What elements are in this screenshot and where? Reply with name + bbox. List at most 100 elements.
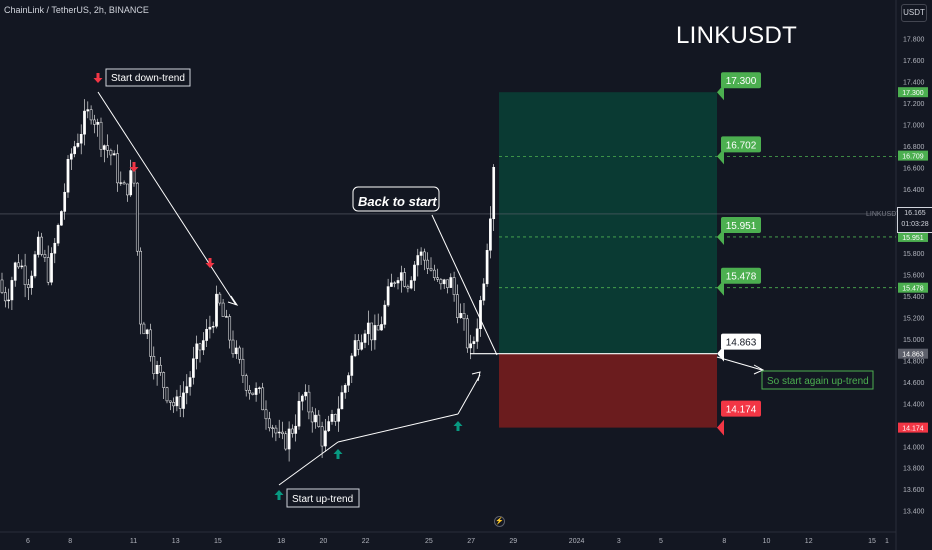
y-tick-label: 17.200 [903, 101, 925, 108]
y-tick-label: 15.600 [903, 273, 925, 280]
candle-up [373, 325, 377, 341]
candle-up [399, 272, 403, 281]
y-tick-label: 13.600 [903, 487, 925, 494]
candle-up [102, 145, 106, 150]
candle-down [93, 119, 96, 125]
candle-up [73, 146, 76, 155]
candle-down [122, 182, 126, 185]
candle-up [69, 153, 73, 160]
y-tick-label: 15.800 [903, 251, 925, 258]
candle-down [218, 293, 222, 304]
candle-down [17, 262, 20, 268]
candle-up [53, 242, 57, 254]
candle-up [300, 395, 304, 402]
start-again-line [716, 356, 763, 371]
x-tick-label: 11 [130, 538, 137, 545]
candle-down [221, 302, 225, 317]
candle-up [201, 340, 205, 351]
candle-down [162, 372, 166, 388]
candle-down [291, 428, 294, 434]
x-tick-label: 22 [362, 538, 370, 545]
current-price: 16.165 [904, 210, 926, 217]
currency-button[interactable]: USDT [901, 4, 927, 22]
candle-up [60, 211, 63, 226]
entry-tag-pointer [717, 345, 724, 362]
candle-up [347, 375, 350, 386]
candle-down [231, 339, 235, 355]
candle-up [208, 326, 212, 330]
chart-title: LINKUSDT [676, 22, 798, 49]
candle-down [452, 277, 456, 295]
up-arrow-icon [274, 490, 284, 495]
x-tick-label: 27 [467, 538, 475, 545]
candle-down [465, 318, 469, 349]
y-tick-label: 16.800 [903, 144, 925, 151]
candle-down [403, 272, 406, 287]
up-arrow-icon [453, 421, 463, 426]
candle-down [135, 182, 139, 252]
candle-down [0, 279, 4, 293]
candle-down [46, 257, 50, 283]
candle-down [439, 279, 443, 285]
candle-down [456, 294, 459, 318]
axis-price-label: 17.300 [902, 90, 924, 97]
candle-up [340, 392, 344, 410]
down-arrow-icon [129, 167, 139, 172]
candle-down [281, 431, 284, 435]
candle-up [475, 328, 479, 342]
candle-down [446, 279, 449, 288]
up-arrow-icon [456, 426, 460, 431]
candle-up [277, 431, 281, 434]
loss-zone [499, 353, 717, 428]
candle-up [13, 262, 17, 281]
candle-down [109, 150, 113, 156]
candle-up [416, 255, 420, 266]
candle-up [390, 282, 393, 287]
candle-up [419, 251, 423, 256]
stop-tag: 14.174 [726, 405, 757, 416]
profit-zone [499, 92, 717, 354]
candle-down [149, 329, 152, 357]
target-3-tag-pointer [717, 228, 724, 245]
candle-down [248, 389, 251, 394]
start-up-trend-label: Start up-trend [292, 494, 353, 505]
y-tick-label: 14.600 [903, 380, 925, 387]
down-arrow-icon [96, 73, 100, 78]
candle-down [116, 153, 119, 184]
candle-up [360, 342, 364, 350]
start-again-label: So start again up-trend [767, 376, 869, 387]
candle-down [241, 358, 245, 376]
candle-up [83, 110, 86, 135]
down-arrow-icon [132, 162, 136, 167]
y-tick-label: 17.600 [903, 58, 925, 65]
candle-up [258, 387, 261, 389]
candle-down [168, 400, 172, 403]
symbol-header: ChainLink / TetherUS, 2h, BINANCE [4, 5, 149, 15]
y-tick-label: 14.000 [903, 444, 925, 451]
candle-up [366, 322, 370, 335]
y-tick-label: 15.000 [903, 337, 925, 344]
down-arrow-icon [208, 258, 212, 263]
x-tick-label: 8 [68, 538, 72, 545]
candle-up [30, 275, 34, 288]
candle-up [96, 121, 100, 125]
x-tick-label: 2024 [569, 538, 585, 545]
candle-down [406, 286, 410, 289]
candle-down [159, 365, 162, 373]
candle-down [261, 387, 265, 411]
axis-price-label: 14.174 [902, 426, 924, 433]
candle-up [215, 293, 218, 327]
start-again-arrowhead [753, 364, 765, 375]
x-tick-label: 25 [425, 538, 433, 545]
candle-up [330, 414, 334, 422]
axis-price-label: 15.951 [902, 235, 924, 242]
candle-down [264, 409, 268, 420]
y-tick-label: 17.800 [903, 37, 925, 44]
stop-tag-box [721, 400, 761, 417]
axis-price-label-bg [898, 150, 928, 161]
candle-up [297, 400, 301, 427]
candle-down [429, 268, 433, 271]
candle-down [267, 418, 271, 429]
settings-icon[interactable]: ⚡ [494, 516, 505, 527]
